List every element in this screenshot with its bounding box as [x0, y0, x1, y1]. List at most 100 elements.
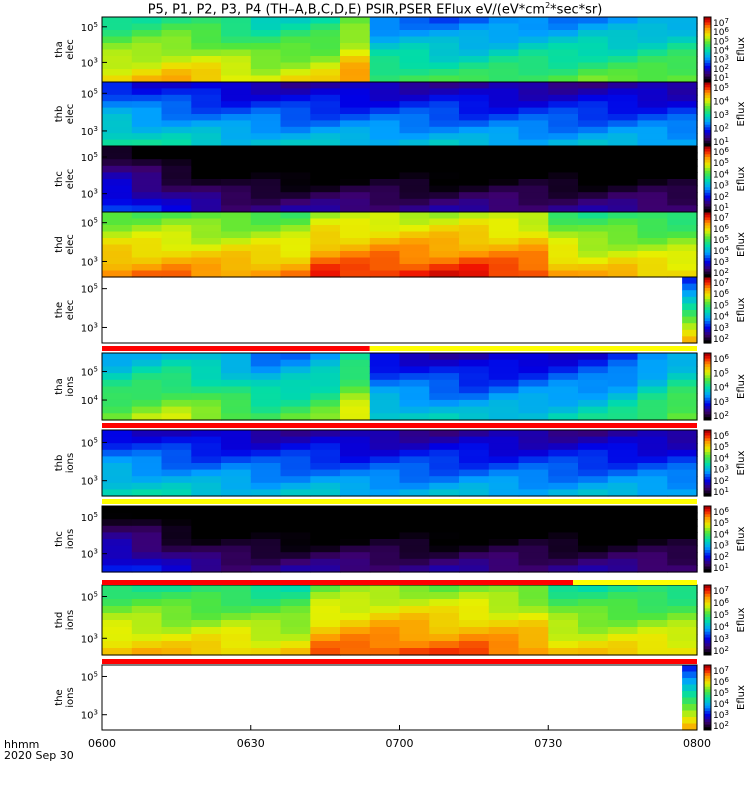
spectrogram-cell	[340, 366, 371, 374]
colorbar-swatch	[704, 511, 711, 515]
spectrogram-cell	[221, 198, 252, 206]
spectrogram-cell	[607, 430, 639, 438]
colorbar-tick-label: 105	[713, 441, 729, 453]
colorbar-swatch	[704, 87, 711, 91]
colorbar-swatch	[704, 643, 711, 647]
spectrogram-cell	[131, 107, 163, 115]
spectrogram-cell	[221, 406, 252, 414]
spectrogram-cell	[548, 393, 579, 401]
spectrogram-cell	[221, 139, 252, 147]
y-tick-label: 103	[81, 475, 98, 488]
spectrogram-cell	[488, 270, 520, 278]
spectrogram-cell	[340, 172, 371, 180]
spectrogram-cell	[518, 489, 549, 497]
spectrogram-cell	[221, 244, 252, 252]
spectrogram-cell	[369, 545, 401, 553]
spectrogram-cell	[667, 30, 698, 38]
spectrogram-cell	[667, 606, 698, 614]
spectrogram-cell	[102, 107, 133, 115]
spectrogram-cell	[250, 519, 282, 527]
spectrogram-cell	[131, 606, 163, 614]
spectrogram-cell	[340, 56, 371, 64]
spectrogram-cell	[459, 82, 490, 89]
footer-date: 2020 Sep 30	[4, 749, 74, 762]
spectrogram-cell	[429, 36, 460, 44]
colorbar-swatch	[704, 27, 711, 31]
spectrogram-cell	[548, 218, 579, 226]
colorbar-swatch	[704, 563, 711, 568]
colorbar-swatch	[704, 176, 711, 180]
spectrogram-cell	[191, 558, 222, 566]
colorbar-swatch	[704, 231, 711, 235]
colorbar-swatch	[704, 506, 711, 510]
spectrogram-cell	[369, 75, 401, 83]
colorbar-swatch	[704, 386, 711, 390]
spectrogram-cell	[488, 62, 520, 70]
spectrogram-cell	[459, 139, 490, 147]
spectrogram-cell	[667, 353, 698, 361]
spectrogram-cell	[607, 82, 639, 89]
spectrogram-cell	[221, 88, 252, 96]
colorbar-swatch	[704, 617, 711, 621]
spectrogram-cell	[459, 126, 490, 134]
spectrogram-cell	[191, 525, 222, 533]
spectrogram-cell	[280, 43, 311, 51]
spectrogram-cell	[340, 545, 371, 553]
spectrogram-cell	[667, 585, 698, 593]
spectrogram-cell	[637, 476, 668, 484]
spectrogram-cell	[488, 634, 520, 642]
colorbar-label: Eflux	[736, 232, 747, 257]
colorbar-tick-label: 104	[713, 96, 729, 108]
spectrogram-cell	[459, 101, 490, 109]
colorbar-swatch	[704, 17, 711, 21]
spectrogram-cell	[250, 545, 282, 553]
colorbar-swatch	[704, 321, 711, 325]
colorbar-swatch	[704, 628, 711, 633]
spectrogram-cell	[399, 545, 430, 553]
spectrogram-cell	[310, 476, 341, 484]
spectrogram-cell	[637, 585, 668, 593]
spectrogram-cell	[191, 482, 222, 490]
colorbar-swatch	[704, 441, 711, 445]
spectrogram-cell	[250, 120, 282, 128]
spectrogram-cell	[682, 684, 697, 692]
spectrogram-cell	[221, 192, 252, 200]
colorbar-tick-label: 102	[713, 63, 729, 75]
spectrogram-cell	[369, 185, 401, 193]
spectrogram-cell	[682, 336, 697, 344]
spectrogram-cell	[102, 185, 133, 193]
spectrogram-cell	[340, 592, 371, 600]
spectrogram-cell	[191, 43, 222, 51]
spectrogram-cell	[131, 69, 163, 77]
spectrogram-cell	[369, 476, 401, 484]
spectrogram-cell	[548, 627, 579, 635]
spectrogram-cell	[191, 146, 222, 154]
spectrogram-cell	[488, 82, 520, 89]
spectrogram-cell	[548, 139, 579, 147]
spectrogram-cell	[518, 545, 549, 553]
spectrogram-cell	[369, 469, 401, 477]
spectrogram-cell	[131, 456, 163, 464]
spectrogram-cell	[369, 231, 401, 239]
spectrogram-cell	[369, 463, 401, 471]
spectrogram-cell	[161, 56, 192, 64]
spectrogram-cell	[131, 406, 163, 414]
spectrogram-cell	[399, 244, 430, 252]
spectrogram-cell	[161, 552, 192, 560]
spectrogram-cell	[340, 436, 371, 444]
spectrogram-cell	[518, 244, 549, 252]
spectrogram-cell	[280, 613, 311, 621]
spectrogram-cell	[459, 436, 490, 444]
spectrogram-cell	[607, 627, 639, 635]
spectrogram-cell	[429, 62, 460, 70]
spectrogram-cell	[399, 443, 430, 451]
colorbar-swatch	[704, 100, 711, 104]
spectrogram-cell	[459, 36, 490, 44]
spectrogram-cell	[369, 17, 401, 25]
spectrogram-cell	[399, 43, 430, 51]
spectrogram-cell	[131, 463, 163, 471]
spectrogram-cell	[578, 126, 609, 134]
spectrogram-cell	[518, 476, 549, 484]
spectrogram-cell	[399, 519, 430, 527]
spectrogram-cell	[340, 558, 371, 566]
